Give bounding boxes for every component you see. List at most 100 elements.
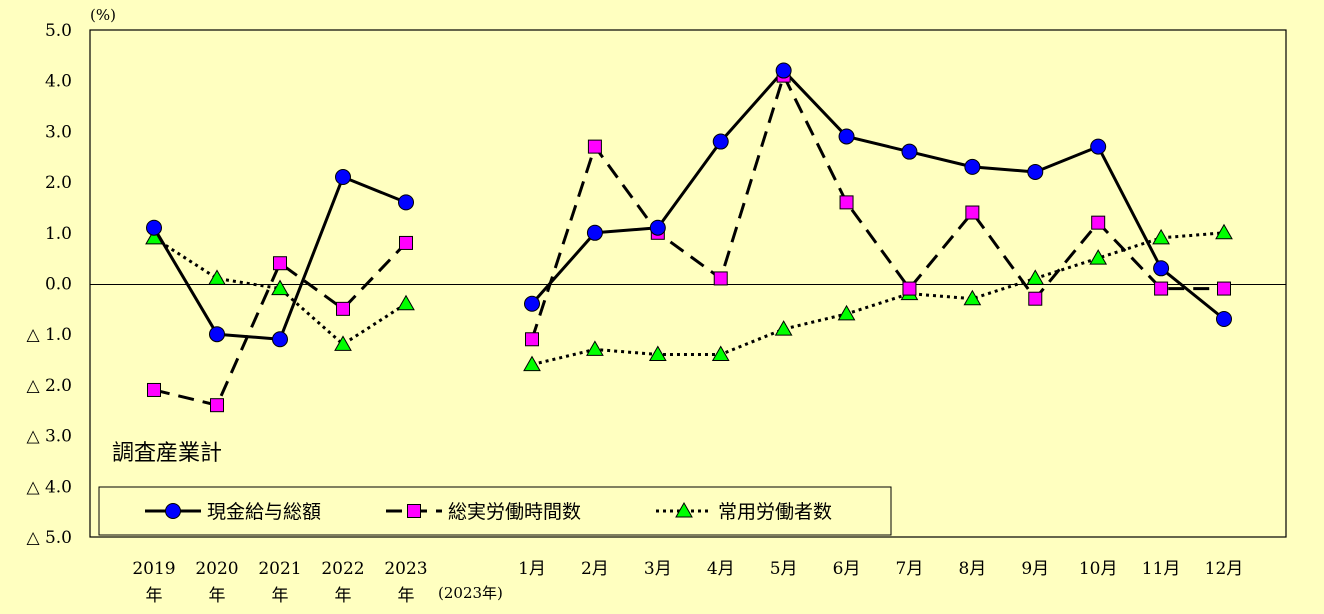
x-axis-labels: 2019 年 2020 年 2021 年 2022 年 2023 年 1月 2月 3月 4月 5月 6月 7月 8… <box>132 559 1243 606</box>
series-line-triangle <box>153 236 407 346</box>
y-axis: 5.0 4.0 3.0 2.0 1.0 0.0 △ 1.0 △ 2.0 △ 3.0 △ 4.0 △ … <box>26 21 72 548</box>
data-point-circle <box>1090 138 1107 155</box>
data-point-triangle <box>1152 228 1170 245</box>
data-point-square <box>399 235 413 250</box>
data-point-triangle <box>523 355 541 372</box>
x-tick-label-month: 5月 <box>770 559 798 579</box>
data-point-triangle <box>208 269 226 285</box>
series-line-triangle <box>531 231 1225 367</box>
data-point-square <box>839 195 854 210</box>
data-point-circle <box>398 194 414 211</box>
x-tick-label-month: 8月 <box>958 559 986 579</box>
legend-label: 現金給与総額 <box>207 501 321 523</box>
x-tick-label-year: 2019 <box>132 559 175 579</box>
x-tick-label-year: 2023 <box>384 559 427 579</box>
data-point-triangle <box>711 345 730 361</box>
data-point-triangle <box>648 345 667 361</box>
x-tick-label-year: 2022 <box>321 559 364 579</box>
x-tick-label-suffix: 年 <box>398 586 415 606</box>
legend-marker-circle <box>165 503 181 519</box>
data-point-square <box>713 271 728 286</box>
data-point-triangle <box>837 304 856 321</box>
data-point-triangle <box>1215 223 1233 240</box>
series-lines <box>152 69 1225 407</box>
data-point-circle <box>146 219 162 236</box>
data-point-square <box>1091 215 1106 230</box>
x-tick-label-month: 1月 <box>518 559 546 579</box>
y-tick-label: △ 5.0 <box>26 528 72 548</box>
x-tick-label-month: 9月 <box>1021 559 1049 579</box>
data-point-square <box>147 382 161 397</box>
x-tick-label-month: 11月 <box>1142 559 1181 579</box>
x-tick-label-month: 3月 <box>644 559 672 579</box>
legend-marker-triangle <box>675 501 693 518</box>
legend: 現金給与総額 総実労働時間数 常用労働者数 <box>98 486 892 536</box>
series-markers <box>145 62 1233 413</box>
data-point-circle <box>1216 310 1232 327</box>
data-point-circle <box>209 326 225 343</box>
x-tick-label-month: 6月 <box>833 559 861 579</box>
panel-title: 調査産業計 <box>112 441 222 466</box>
data-point-square <box>902 281 917 296</box>
data-point-circle <box>649 219 666 236</box>
data-point-square <box>273 256 287 271</box>
y-tick-label: 2.0 <box>45 173 72 193</box>
data-point-triangle <box>397 294 415 311</box>
data-point-triangle <box>334 335 352 351</box>
data-point-circle <box>712 133 729 150</box>
y-tick-label: 0.0 <box>45 275 72 295</box>
data-point-circle <box>524 295 540 312</box>
data-point-circle <box>1027 163 1044 180</box>
data-point-square <box>587 139 602 154</box>
data-point-triangle <box>774 320 793 336</box>
x-tick-label-suffix: 年 <box>335 586 352 606</box>
data-point-circle <box>586 224 603 241</box>
data-point-circle <box>1153 260 1170 277</box>
data-point-circle <box>272 331 288 348</box>
data-point-square <box>1217 281 1231 296</box>
x-tick-label-month: 12月 <box>1205 559 1244 579</box>
data-point-square <box>1154 281 1169 296</box>
data-point-square <box>210 398 224 413</box>
data-point-circle <box>964 158 981 175</box>
series-line-square <box>153 241 408 407</box>
x-tick-label-year: 2020 <box>195 559 238 579</box>
y-tick-label: 1.0 <box>45 224 72 244</box>
y-tick-label: △ 3.0 <box>26 427 72 447</box>
y-tick-label: 4.0 <box>45 72 72 92</box>
data-point-square <box>1028 291 1043 306</box>
data-point-triangle <box>586 340 604 356</box>
x-tick-label-year: 2021 <box>258 559 301 579</box>
x-tick-label-suffix: 年 <box>209 586 226 606</box>
legend-marker-square <box>407 504 421 518</box>
x-tick-label-month: 10月 <box>1079 559 1118 579</box>
data-point-triangle <box>963 289 982 306</box>
legend-box <box>98 486 892 536</box>
x-tick-label-month: 7月 <box>896 559 924 579</box>
data-point-circle <box>335 169 351 186</box>
x-tick-label-suffix: 年 <box>272 586 289 606</box>
data-point-circle <box>838 128 855 145</box>
y-tick-label: 3.0 <box>45 122 72 142</box>
legend-label: 常用労働者数 <box>718 501 832 523</box>
data-point-triangle <box>145 228 163 245</box>
data-point-square <box>965 205 980 220</box>
y-tick-label: △ 2.0 <box>26 376 72 396</box>
data-point-square <box>336 301 350 316</box>
plot-area <box>89 29 1287 538</box>
data-point-triangle <box>271 279 289 296</box>
monthly-group-label: (2023年) <box>438 584 503 602</box>
data-point-triangle <box>1089 249 1108 265</box>
data-point-circle <box>775 62 792 79</box>
x-tick-label-suffix: 年 <box>146 586 163 606</box>
unit-label: (%) <box>90 6 116 24</box>
x-tick-label-month: 4月 <box>707 559 735 579</box>
data-point-triangle <box>1026 269 1045 285</box>
y-tick-label: △ 4.0 <box>26 477 72 497</box>
x-tick-label-month: 2月 <box>581 559 609 579</box>
legend-label: 総実労働時間数 <box>448 501 581 523</box>
y-tick-label: △ 1.0 <box>26 325 72 345</box>
data-point-circle <box>901 143 918 160</box>
data-point-square <box>525 332 539 347</box>
